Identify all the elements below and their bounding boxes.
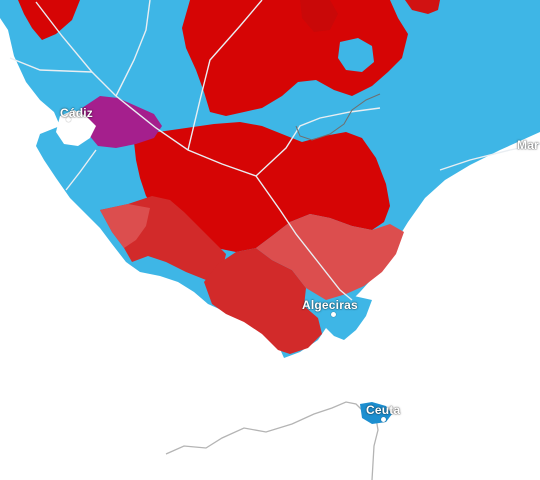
region-southwest-red-light[interactable] xyxy=(100,204,150,248)
province-border xyxy=(295,93,381,141)
region-north-blue-pocket[interactable] xyxy=(338,38,374,72)
algeciras-marker xyxy=(331,312,336,317)
region-north-red-2[interactable] xyxy=(300,0,338,32)
africa-coastline xyxy=(165,401,379,480)
city-label-marbella[interactable]: Mar xyxy=(517,138,539,152)
city-label-ceuta[interactable]: Ceuta xyxy=(366,403,401,417)
roads-layer xyxy=(9,0,540,301)
ceuta-marker xyxy=(381,417,386,422)
city-label-algeciras[interactable]: Algeciras xyxy=(302,298,358,312)
region-cadiz-purple[interactable] xyxy=(80,96,162,148)
region-south-red[interactable] xyxy=(204,248,322,354)
region-algeciras-blue[interactable] xyxy=(320,296,372,340)
region-southeast-red-light[interactable] xyxy=(256,214,404,300)
region-north-red-3[interactable] xyxy=(405,0,440,14)
region-north-red[interactable] xyxy=(182,0,408,116)
city-label-cadiz[interactable]: Cádiz xyxy=(60,106,94,120)
cadiz-marker xyxy=(66,117,71,122)
